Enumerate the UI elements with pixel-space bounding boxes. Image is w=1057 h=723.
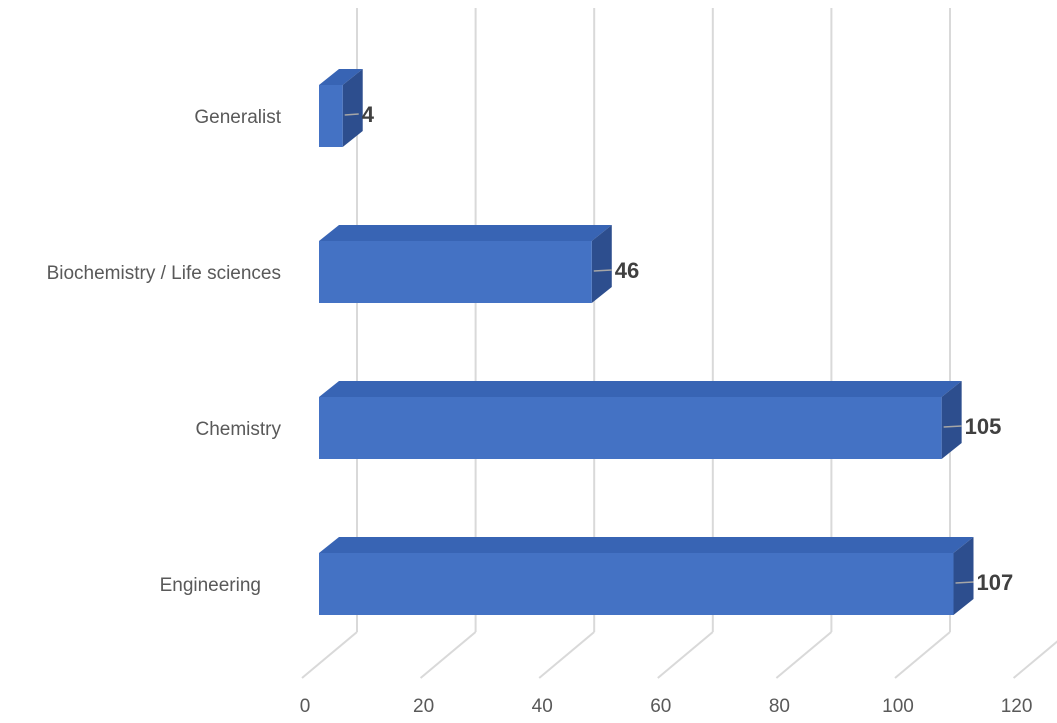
- bar-side-face: [342, 69, 363, 147]
- data-label: 107: [977, 570, 1014, 595]
- labels: 0 20 40 60 80 100 120 4 Generalist 46 Biochemistry…: [47, 102, 1033, 717]
- bar-side-face: [941, 381, 962, 459]
- x-tick-label: 0: [300, 696, 311, 717]
- category-label: Generalist: [194, 107, 281, 128]
- bar-front-face: [319, 241, 592, 303]
- floor-gridline: [775, 631, 833, 679]
- data-label-leader: [344, 113, 359, 116]
- bar-front-face: [319, 85, 343, 147]
- bar-top-face: [319, 69, 363, 85]
- data-label: 46: [615, 258, 639, 283]
- x-tick-label: 60: [650, 696, 671, 717]
- bar-top-face: [319, 537, 974, 553]
- floor-gridline: [538, 631, 595, 679]
- data-label: 4: [362, 102, 375, 127]
- x-tick-label: 120: [1001, 696, 1033, 717]
- data-label-leader: [955, 581, 974, 584]
- floor-gridline: [657, 631, 714, 679]
- floor-gridline: [301, 631, 358, 679]
- gridlines: [301, 8, 1057, 679]
- category-label: Biochemistry / Life sciences: [47, 263, 281, 284]
- bar-top-face: [319, 381, 962, 397]
- bar-top-face: [319, 225, 612, 241]
- bars: [319, 69, 974, 615]
- bar: [319, 537, 974, 615]
- data-label-leader: [943, 425, 962, 428]
- bar: [319, 69, 363, 147]
- category-label: Chemistry: [195, 419, 281, 440]
- floor-gridline: [419, 631, 477, 679]
- floor-gridline: [1012, 640, 1057, 679]
- bar-side-face: [953, 537, 974, 615]
- x-tick-label: 20: [413, 696, 434, 717]
- bar-side-face: [591, 225, 612, 303]
- bar-front-face: [319, 553, 954, 615]
- x-tick-label: 40: [532, 696, 553, 717]
- x-tick-label: 80: [769, 696, 790, 717]
- x-tick-label: 100: [882, 696, 914, 717]
- bar: [319, 225, 612, 303]
- bar: [319, 381, 962, 459]
- bar-front-face: [319, 397, 942, 459]
- floor-gridline: [894, 631, 951, 679]
- data-label: 105: [965, 414, 1002, 439]
- data-label-leader: [593, 269, 612, 272]
- category-label: Engineering: [160, 575, 261, 596]
